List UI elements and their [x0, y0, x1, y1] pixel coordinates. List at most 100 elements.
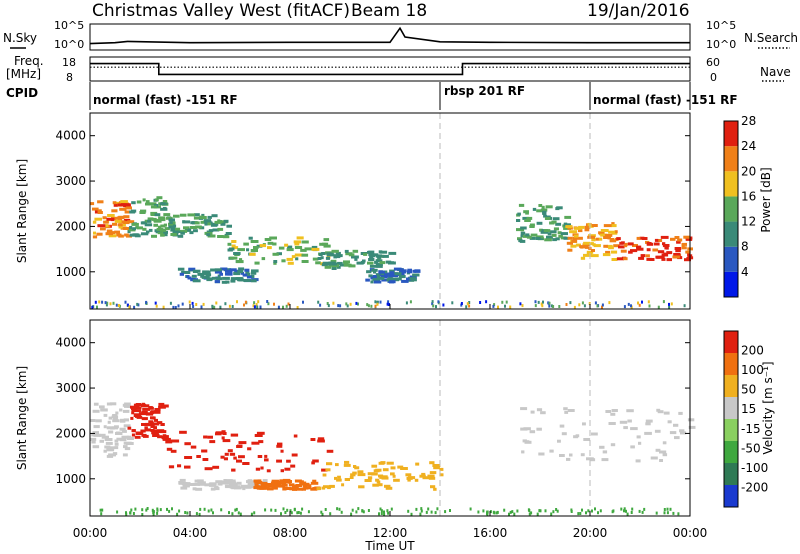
range-cell [656, 408, 661, 412]
range-cell [131, 407, 137, 411]
ground-cell [355, 301, 358, 305]
range-cell [196, 455, 201, 458]
range-cell [212, 228, 220, 232]
range-cell [583, 241, 591, 245]
range-cell [584, 228, 590, 232]
range-cell [292, 487, 297, 491]
range-cell [212, 222, 219, 226]
range-cell [525, 211, 529, 215]
range-cell [238, 441, 247, 445]
ground-cell [637, 301, 639, 305]
range-cell [115, 411, 119, 415]
range-cell [415, 462, 420, 466]
range-cell [202, 272, 210, 275]
range-cell [536, 427, 542, 431]
range-cell [179, 478, 186, 482]
range-cell [141, 410, 148, 414]
range-cell [118, 225, 123, 229]
ground-cell [349, 302, 352, 306]
range-cell [310, 438, 316, 441]
range-cell [653, 242, 660, 246]
range-cell [247, 447, 252, 451]
range-cell [379, 276, 385, 280]
range-cell [530, 410, 535, 414]
range-cell [590, 249, 595, 252]
range-cell [586, 250, 594, 254]
ground-cell [345, 302, 348, 306]
ground-cell [540, 302, 543, 306]
range-cell [140, 429, 146, 433]
range-cell [105, 232, 114, 236]
ground-cell [171, 507, 173, 511]
range-cell [177, 234, 184, 238]
range-cell [561, 432, 567, 436]
range-cell [325, 262, 331, 266]
range-cell [202, 270, 210, 274]
range-cell [245, 485, 252, 489]
noise-search-label: N.Search [744, 31, 798, 45]
ground-cell [431, 302, 434, 306]
range-cell [331, 264, 339, 268]
ground-cell [339, 304, 342, 308]
range-cell [108, 446, 115, 450]
range-cell [414, 269, 421, 273]
range-cell [372, 483, 379, 487]
range-cell [659, 459, 663, 462]
range-cell [584, 225, 591, 229]
range-cell [516, 228, 524, 232]
range-cell [97, 209, 102, 213]
range-cell [673, 253, 681, 256]
range-cell [132, 429, 136, 433]
range-cell [151, 429, 160, 433]
ground-cell [387, 300, 390, 304]
range-cell [131, 433, 136, 437]
range-cell [319, 242, 327, 246]
range-cell [536, 235, 544, 239]
range-cell [199, 216, 207, 219]
ground-cell [126, 303, 129, 307]
range-cell [249, 252, 256, 256]
range-cell [666, 251, 673, 255]
ground-cell [174, 306, 177, 309]
range-cell [291, 255, 296, 259]
range-cell [618, 245, 625, 249]
range-cell [405, 473, 412, 477]
range-cell [388, 261, 396, 265]
range-cell [244, 268, 250, 272]
range-cell [267, 487, 274, 491]
range-cell [179, 213, 187, 217]
range-cell [517, 212, 521, 216]
range-cell [154, 213, 161, 217]
range-cell [646, 242, 652, 245]
range-cell [611, 224, 617, 228]
colorbar-frame [723, 120, 739, 298]
range-cell [114, 219, 122, 223]
range-cell [146, 219, 152, 223]
range-cell [231, 244, 236, 248]
range-cell [202, 458, 209, 461]
ground-cell [641, 300, 643, 304]
ground-cell [336, 507, 339, 511]
range-cell [227, 449, 233, 453]
range-cell [522, 216, 529, 220]
ground-cell [188, 300, 191, 304]
range-cell [166, 447, 173, 451]
range-cell [124, 210, 131, 214]
ground-cell [177, 304, 180, 308]
range-cell [157, 231, 164, 235]
ground-cell [581, 301, 584, 305]
ground-cell [587, 509, 590, 513]
ground-cell [655, 511, 658, 515]
ground-cell [237, 511, 240, 515]
range-cell [570, 244, 577, 248]
range-cell [122, 453, 128, 457]
colorbar-tick-label: 8 [741, 240, 749, 254]
colorbar-tick-label: 50 [741, 383, 756, 397]
ground-cell [307, 510, 310, 514]
range-cell [237, 444, 243, 448]
ground-cell [169, 301, 172, 305]
range-cell [578, 225, 585, 229]
ground-cell [578, 303, 581, 307]
range-cell [645, 254, 650, 258]
